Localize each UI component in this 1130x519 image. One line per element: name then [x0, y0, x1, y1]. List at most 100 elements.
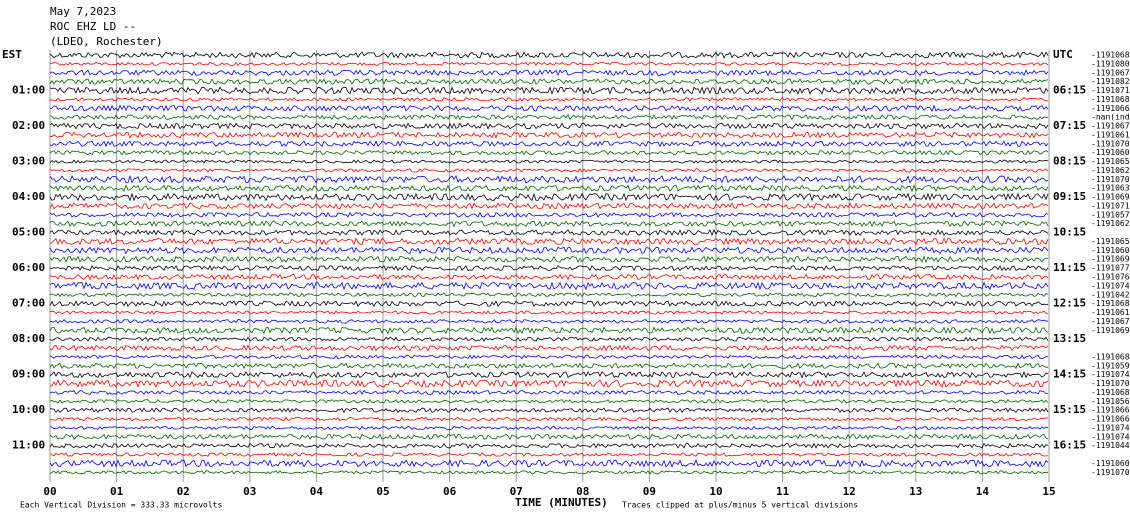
- est-label: 05:00: [12, 226, 45, 239]
- x-tick-label: 12: [843, 485, 856, 498]
- trace: [49, 51, 1049, 59]
- trace: [49, 354, 1049, 360]
- row-value: -nan(ind: [1091, 113, 1130, 122]
- x-tick-label: 04: [310, 485, 324, 498]
- row-value: -1191066: [1091, 104, 1130, 113]
- utc-label: 13:15: [1053, 332, 1086, 345]
- trace: [49, 140, 1049, 148]
- x-tick-label: 01: [110, 485, 124, 498]
- row-value: -1191066: [1091, 415, 1130, 424]
- trace: [49, 362, 1048, 370]
- row-value: -1191082: [1091, 77, 1130, 86]
- est-label: 06:00: [12, 261, 45, 274]
- row-value: -1191069: [1091, 326, 1130, 335]
- trace: [49, 220, 1049, 228]
- row-value: -1191062: [1091, 219, 1130, 228]
- row-value: -1191059: [1091, 361, 1130, 370]
- trace: [49, 281, 1049, 291]
- est-label: EST: [2, 48, 22, 61]
- row-value: -1191074: [1091, 281, 1130, 290]
- trace: [49, 433, 1049, 441]
- trace: [49, 336, 1049, 342]
- trace: [49, 370, 1049, 379]
- est-label: 07:00: [12, 297, 45, 310]
- trace: [49, 273, 1049, 281]
- row-value: -1191070: [1091, 468, 1130, 477]
- trace: [49, 470, 1049, 475]
- est-label: 11:00: [12, 439, 45, 452]
- trace: [49, 159, 1049, 164]
- trace: [49, 86, 1049, 95]
- trace: [49, 452, 1049, 457]
- row-value: -1191062: [1091, 166, 1130, 175]
- station: ROC EHZ LD --: [50, 20, 136, 33]
- trace: [49, 97, 1048, 102]
- row-value: -1191066: [1091, 406, 1130, 415]
- x-tick-label: 03: [243, 485, 256, 498]
- trace: [49, 122, 1049, 130]
- trace: [49, 114, 1049, 121]
- trace: [49, 379, 1049, 389]
- row-value: -1191063: [1091, 184, 1130, 193]
- date: May 7,2023: [50, 5, 116, 18]
- row-value: -1191068: [1091, 388, 1130, 397]
- row-value: -1191057: [1091, 210, 1130, 219]
- row-value: -1191060: [1091, 459, 1130, 468]
- trace: [49, 416, 1049, 422]
- trace: [49, 425, 1049, 431]
- trace: [49, 389, 1049, 396]
- est-label: 10:00: [12, 403, 45, 416]
- row-value: -1191067: [1091, 317, 1130, 326]
- row-value: -1191061: [1091, 130, 1130, 139]
- est-label: 01:00: [12, 84, 45, 97]
- x-tick-label: 10: [709, 485, 722, 498]
- row-value: -1191077: [1091, 264, 1130, 273]
- trace: [49, 211, 1049, 218]
- utc-label: 10:15: [1053, 226, 1086, 239]
- row-value: -1191071: [1091, 86, 1130, 95]
- trace: [49, 202, 1049, 210]
- utc-label: 15:15: [1053, 403, 1086, 416]
- trace: [49, 344, 1049, 352]
- x-tick-label: 05: [376, 485, 389, 498]
- x-axis-title: TIME (MINUTES): [515, 496, 608, 509]
- row-value: -1191068: [1091, 299, 1130, 308]
- row-value: -1191069: [1091, 193, 1130, 202]
- trace: [49, 69, 1049, 77]
- utc-label: UTC: [1053, 48, 1073, 61]
- est-label: 08:00: [12, 332, 45, 345]
- utc-label: 07:15: [1053, 119, 1086, 132]
- row-value: -1191042: [1091, 290, 1130, 299]
- x-tick-label: 02: [177, 485, 190, 498]
- row-value: -1191065: [1091, 157, 1130, 166]
- scale-note: Each Vertical Division = 333.33 microvol…: [20, 501, 222, 510]
- trace: [49, 78, 1049, 86]
- trace: [49, 192, 1049, 202]
- trace: [49, 300, 1049, 307]
- row-value: -1191070: [1091, 379, 1130, 388]
- row-value: -1191069: [1091, 255, 1130, 264]
- trace: [49, 174, 1049, 184]
- row-value: -1191071: [1091, 201, 1130, 210]
- utc-label: 06:15: [1053, 84, 1086, 97]
- x-tick-label: 08: [576, 485, 589, 498]
- row-value: -1191076: [1091, 273, 1130, 282]
- clip-note: Traces clipped at plus/minus 5 vertical …: [622, 501, 858, 510]
- x-tick-label: 14: [976, 485, 990, 498]
- x-tick-label: 09: [643, 485, 656, 498]
- trace: [49, 398, 1049, 404]
- row-value: -1191074: [1091, 423, 1130, 432]
- trace: [49, 246, 1049, 255]
- trace: [49, 459, 1049, 468]
- est-label: 03:00: [12, 155, 45, 168]
- row-value: -1191060: [1091, 246, 1130, 255]
- x-tick-label: 13: [909, 485, 922, 498]
- trace: [49, 184, 1049, 193]
- trace: [49, 264, 1049, 272]
- row-value: -1191074: [1091, 370, 1130, 379]
- utc-label: 09:15: [1053, 190, 1086, 203]
- trace: [49, 228, 1049, 237]
- trace: [49, 442, 1049, 449]
